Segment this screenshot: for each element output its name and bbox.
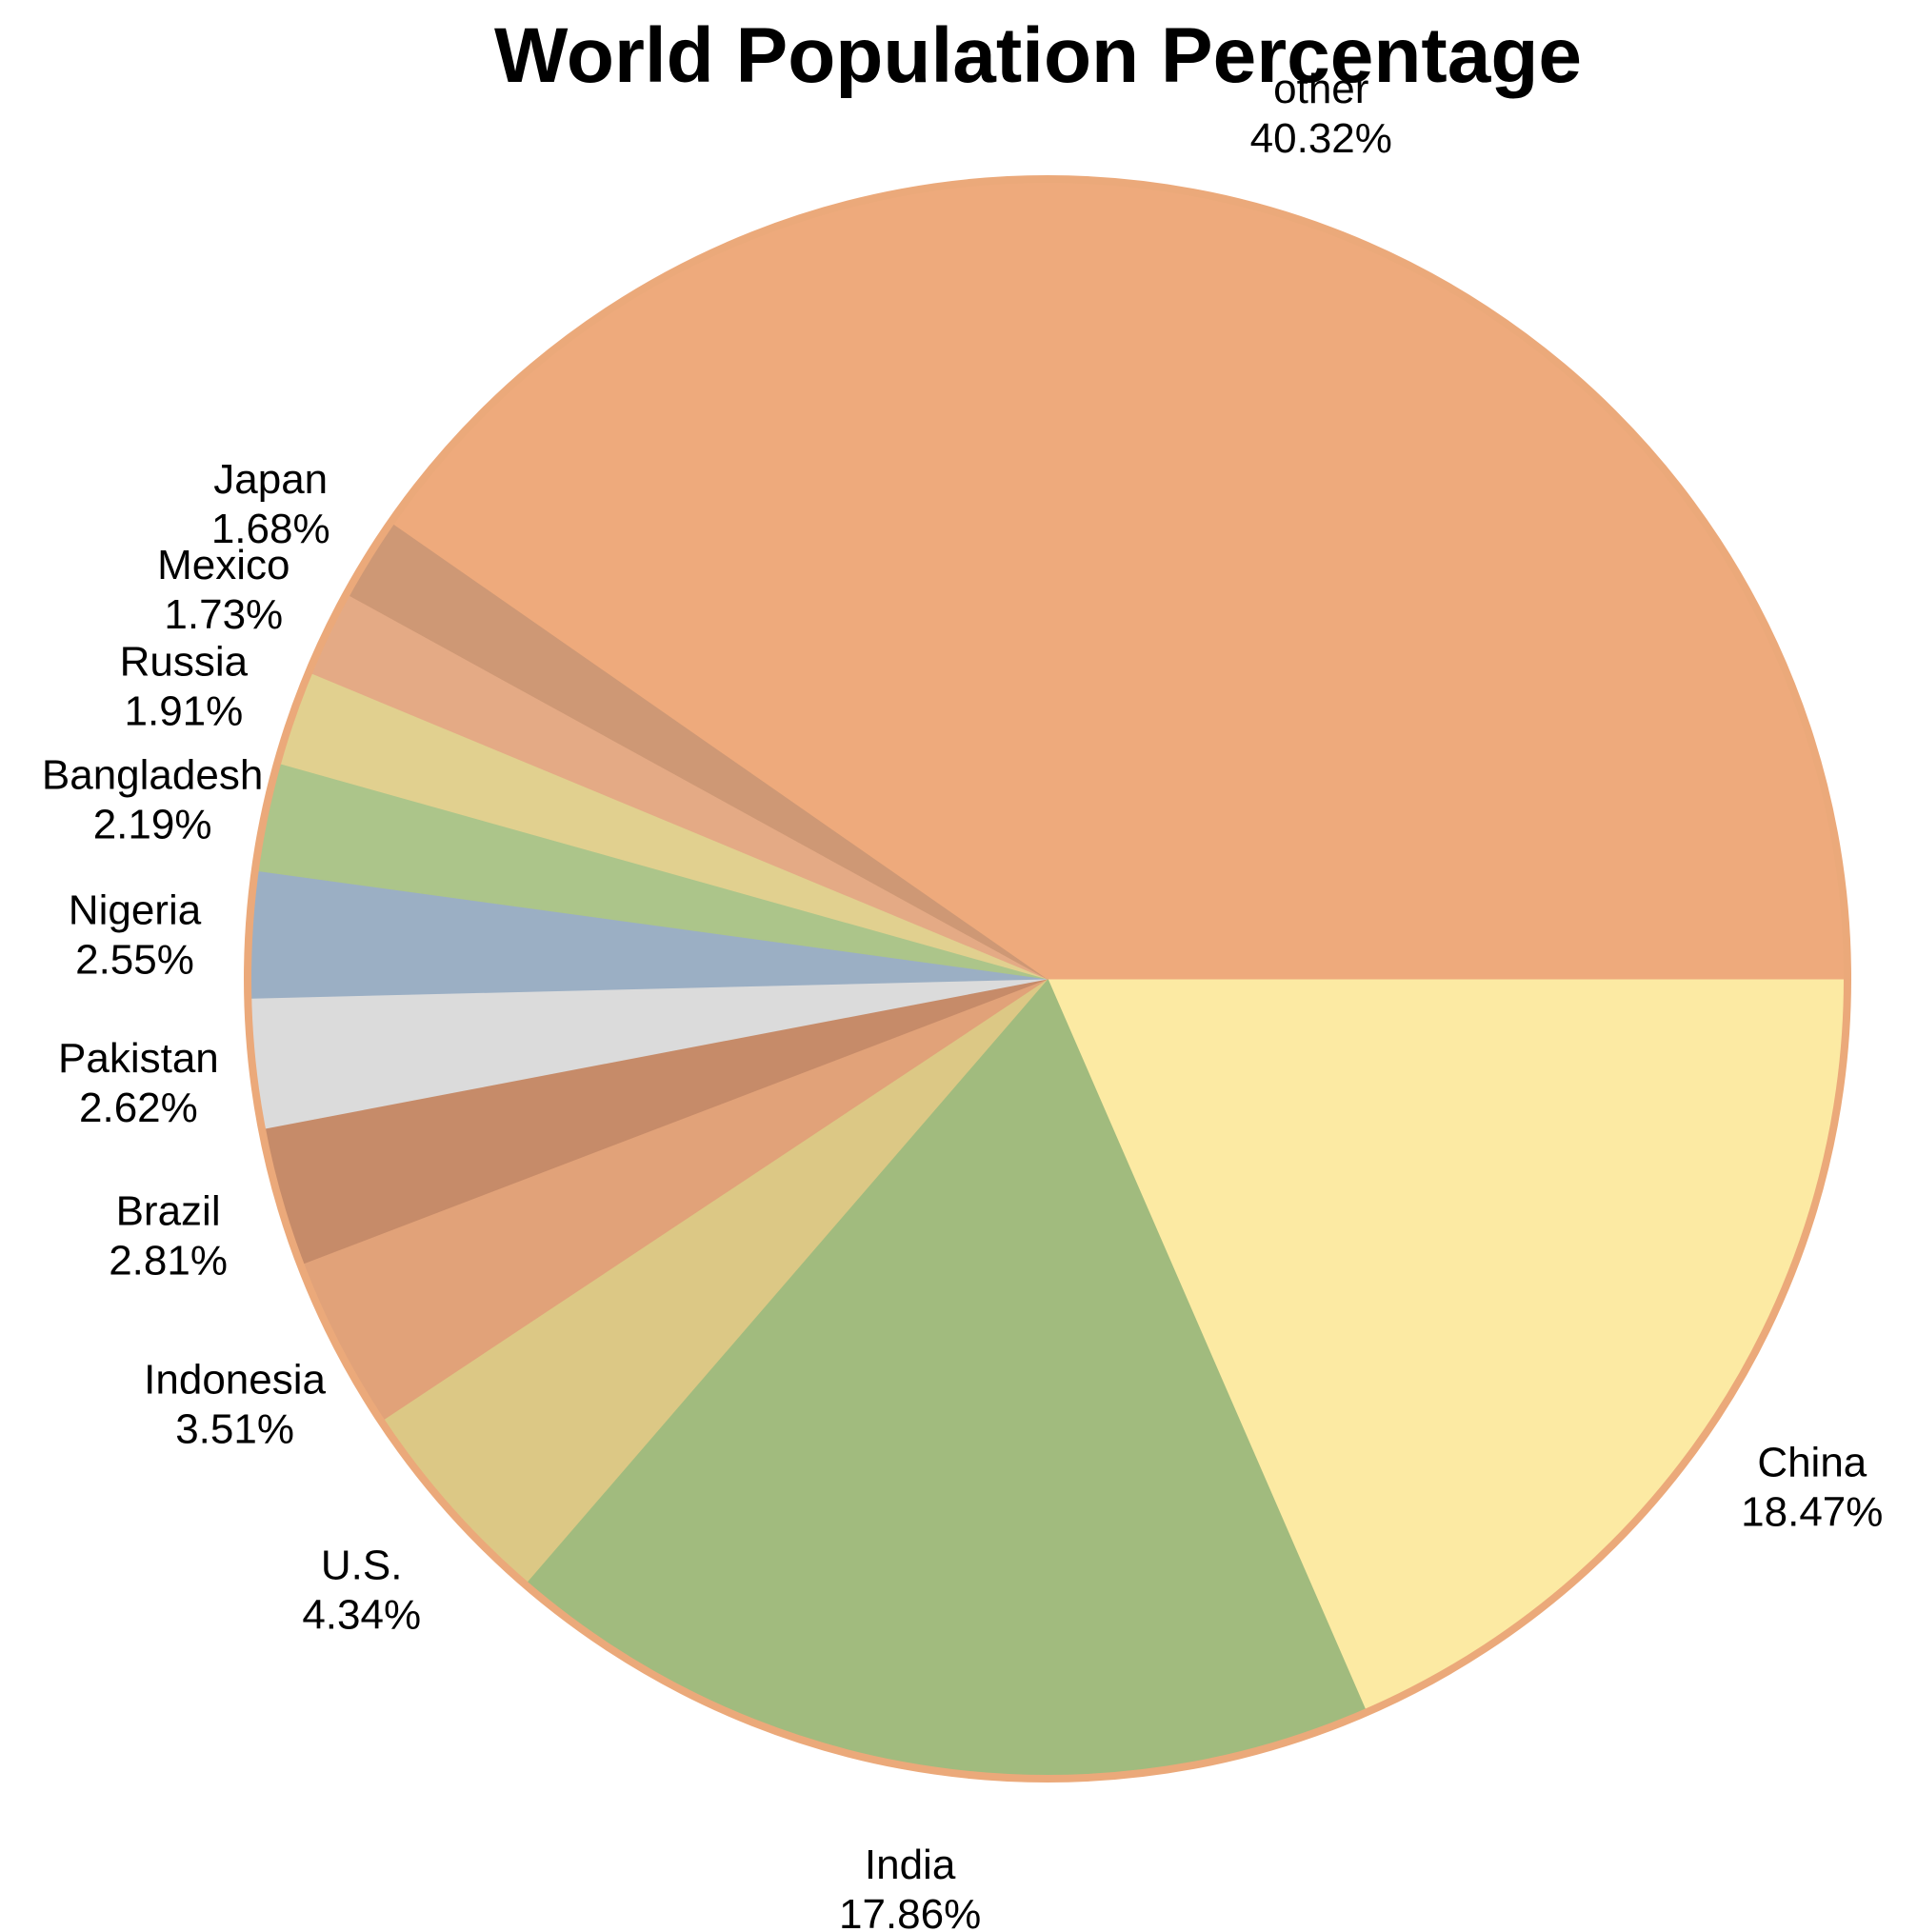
slice-label-percentage: 4.34% bbox=[302, 1592, 421, 1639]
slice-label-percentage: 40.32% bbox=[1250, 115, 1392, 162]
slice-label-name: Pakistan bbox=[58, 1035, 219, 1082]
chart-title: World Population Percentage bbox=[494, 12, 1582, 99]
slice-label-name: Indonesia bbox=[144, 1357, 326, 1404]
pie-border bbox=[244, 175, 1851, 1783]
slice-label-name: China bbox=[1757, 1439, 1867, 1485]
slice-label-percentage: 1.91% bbox=[125, 688, 244, 735]
slice-label-name: Brazil bbox=[116, 1188, 221, 1235]
slice-label-percentage: 17.86% bbox=[839, 1891, 981, 1932]
slice-label-name: U.S. bbox=[321, 1543, 403, 1589]
slice-label-percentage: 2.19% bbox=[93, 802, 212, 848]
slice-label-name: Japan bbox=[213, 456, 328, 503]
pie-slices bbox=[247, 178, 1848, 1780]
slice-label-name: Russia bbox=[120, 639, 249, 686]
slice-label-name: Bangladesh bbox=[42, 752, 263, 799]
slice-label-percentage: 3.51% bbox=[175, 1406, 294, 1453]
slice-label-percentage: 2.55% bbox=[75, 936, 194, 983]
slice-label-percentage: 18.47% bbox=[1741, 1488, 1883, 1535]
slice-label-percentage: 2.81% bbox=[109, 1238, 228, 1285]
slice-label-percentage: 2.62% bbox=[79, 1085, 198, 1131]
slice-label-percentage: 1.68% bbox=[211, 506, 330, 552]
slice-label-name: India bbox=[865, 1842, 956, 1888]
slice-label-name: Nigeria bbox=[69, 886, 202, 933]
slice-label-name: other bbox=[1273, 66, 1368, 112]
slice-label-name: Mexico bbox=[157, 542, 290, 588]
slice-label-percentage: 1.73% bbox=[164, 591, 283, 638]
